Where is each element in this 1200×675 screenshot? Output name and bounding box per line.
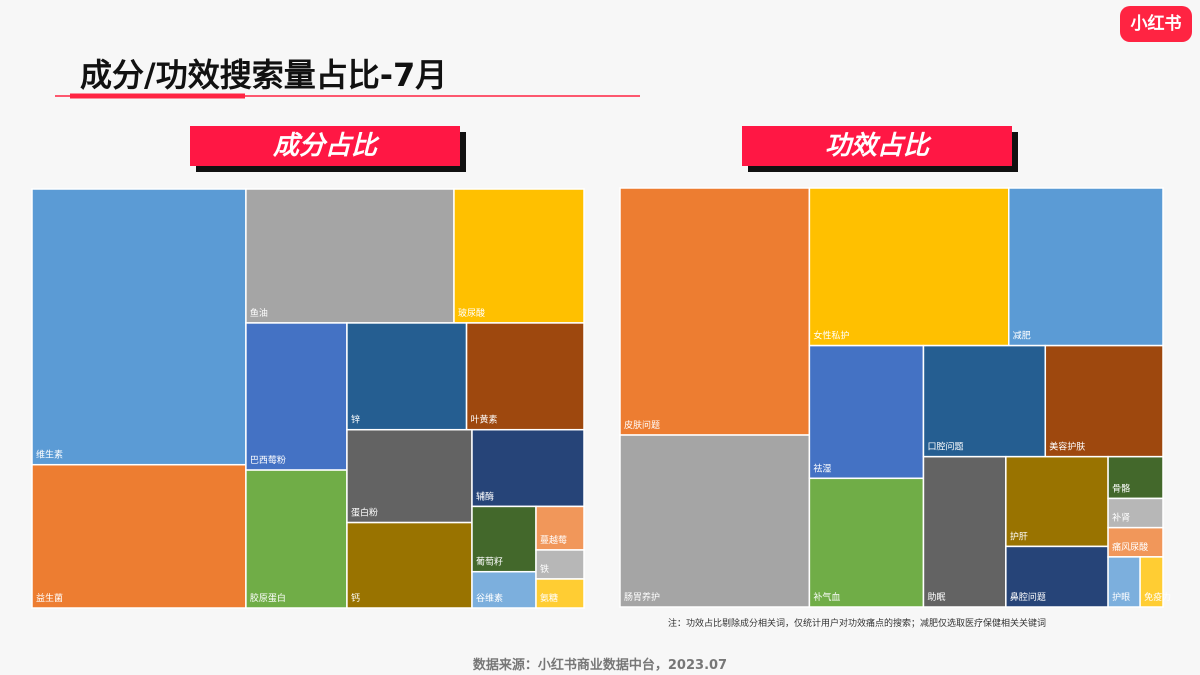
cell-label: 巴西莓粉	[250, 454, 286, 466]
treemap-cell	[471, 505, 537, 573]
chart-title: 成分占比	[190, 126, 460, 166]
treemap-cell	[245, 322, 348, 471]
treemap-cell	[922, 455, 1007, 608]
cell-label: 谷维素	[476, 592, 503, 604]
treemap-cell	[1008, 187, 1164, 347]
cell-label: 祛湿	[813, 462, 831, 474]
treemap-cell	[808, 187, 1010, 347]
cell-label: 维生素	[36, 449, 63, 461]
cell-label: 美容护肤	[1049, 441, 1085, 453]
cell-label: 葡萄籽	[476, 556, 503, 568]
cell-label: 胶原蛋白	[250, 592, 286, 604]
treemap-cell	[346, 322, 468, 431]
treemap-cell	[1107, 526, 1164, 558]
cell-label: 女性私护	[813, 330, 849, 342]
cell-label: 氨糖	[540, 592, 558, 604]
cell-label: 钙	[351, 592, 360, 604]
treemap-cell	[535, 578, 585, 609]
cell-label: 鱼油	[250, 307, 268, 319]
treemap-cell	[471, 570, 537, 609]
treemap-cell	[245, 469, 348, 609]
cell-label: 护眼	[1112, 591, 1130, 603]
cell-label: 助眠	[927, 591, 945, 603]
treemap-cell	[31, 188, 247, 466]
source: 数据来源：小红书商业数据中台，2023.07	[472, 658, 728, 673]
cell-label: 辅酶	[476, 490, 494, 502]
cell-label: 锌	[351, 414, 360, 426]
cell-label: 鼻腔问题	[1010, 591, 1046, 603]
slide-title: 成分/功效搜索量占比-7月	[80, 56, 448, 94]
treemap-cell	[1139, 556, 1164, 608]
treemap-cell	[245, 188, 455, 324]
cell-label: 铁	[540, 563, 549, 575]
treemap-cell	[808, 344, 925, 480]
cell-label: 补肾	[1112, 512, 1130, 524]
cell-label: 免疫力	[1144, 591, 1171, 603]
logo: 小红书	[1120, 6, 1192, 42]
treemap-cell	[922, 344, 1047, 458]
cell-label: 痛风尿酸	[1112, 541, 1148, 553]
cell-label: 玻尿酸	[458, 307, 485, 319]
treemap-cell	[535, 505, 585, 551]
treemap-cell	[535, 549, 585, 580]
cell-label: 口腔问题	[927, 441, 963, 453]
note: 注：功效占比剔除成分相关词，仅统计用户对功效痛点的搜索；减肥仅选取医疗保健相关关…	[668, 619, 1047, 629]
cell-label: 补气血	[813, 591, 840, 603]
cell-label: 肠胃养护	[624, 591, 660, 603]
cell-label: 护肝	[1010, 530, 1028, 542]
cell-label: 叶黄素	[471, 414, 498, 426]
treemap-cell	[808, 477, 925, 608]
treemap-cell	[465, 322, 585, 431]
cell-label: 益生菌	[36, 592, 63, 604]
cell-label: 蔓越莓	[540, 534, 567, 546]
treemap-cell	[1107, 497, 1164, 529]
treemap-cell	[453, 188, 585, 324]
treemap-cell	[346, 428, 473, 524]
chart-title: 功效占比	[742, 126, 1012, 166]
treemap-cell	[1044, 344, 1164, 458]
cell-label: 骨骼	[1112, 482, 1130, 494]
cell-label: 减肥	[1013, 330, 1031, 342]
treemap-cell	[1005, 545, 1109, 608]
treemap-cell	[346, 521, 473, 609]
treemap-cell	[619, 187, 811, 436]
treemap-cell	[31, 463, 247, 609]
cell-label: 皮肤问题	[624, 419, 660, 431]
cell-label: 蛋白粉	[351, 507, 378, 519]
treemap-cell	[619, 434, 811, 608]
